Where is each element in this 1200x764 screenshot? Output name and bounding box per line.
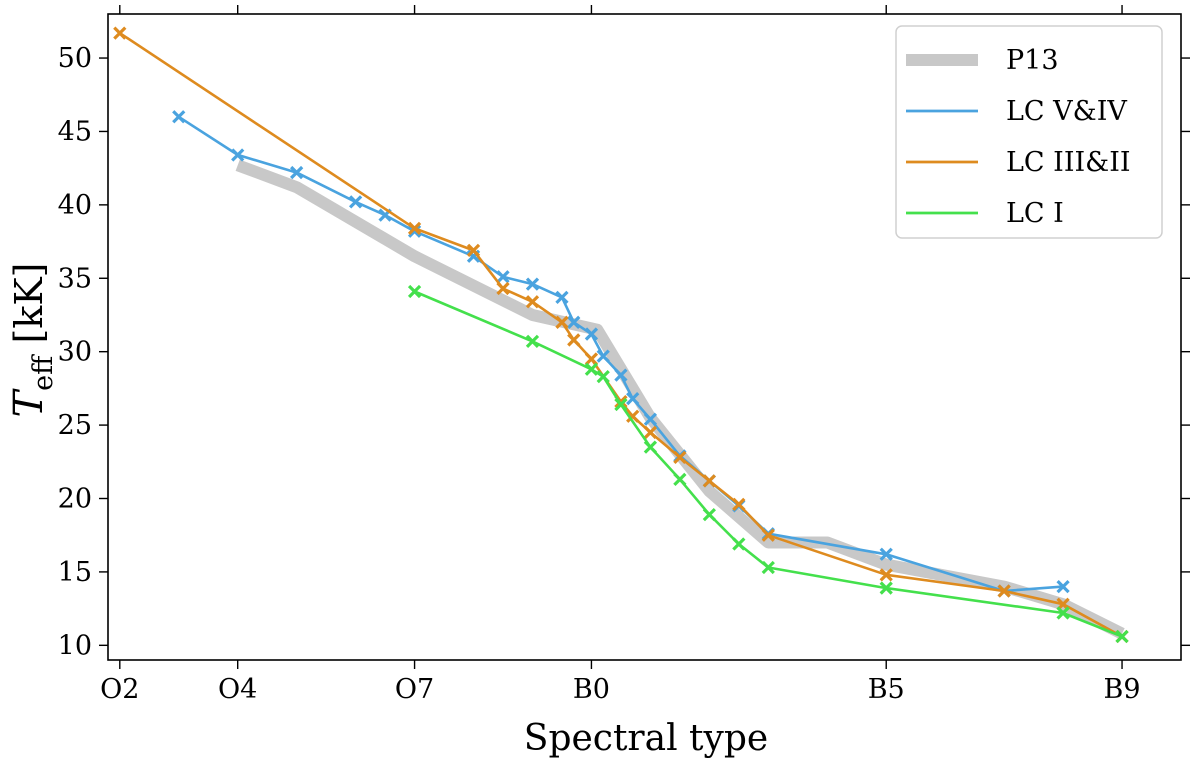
data-point-lc-v-iv xyxy=(596,349,610,363)
data-point-lc-i xyxy=(732,537,746,551)
data-point-lc-iii-ii xyxy=(643,425,658,440)
legend: P13 LC V&IV LC III&II LC I xyxy=(895,25,1163,239)
x-axis: O2 O4 O7 B0 B5 B9 xyxy=(100,5,1141,705)
data-point-lc-iii-ii xyxy=(732,497,746,512)
data-point-lc-i xyxy=(673,472,687,487)
data-point-lc-i xyxy=(614,397,628,412)
data-point-lc-v-iv xyxy=(879,547,893,561)
data-point-lc-i xyxy=(1056,606,1070,620)
data-point-lc-iii-ii xyxy=(567,333,581,347)
y-tick-label: 35 xyxy=(58,263,92,294)
data-point-lc-v-iv xyxy=(567,315,581,329)
data-point-lc-v-iv xyxy=(407,224,422,238)
data-point-lc-i xyxy=(761,560,775,575)
y-tick-label: 15 xyxy=(58,557,92,588)
data-point-lc-v-iv xyxy=(555,290,569,304)
data-point-lc-v-iv xyxy=(348,195,363,209)
y-tick-label: 40 xyxy=(58,190,92,221)
y-tick-label: 45 xyxy=(58,116,92,147)
data-point-lc-v-iv xyxy=(643,412,658,426)
data-point-lc-i xyxy=(702,508,716,522)
x-tick-label: B9 xyxy=(1104,674,1141,705)
data-point-lc-iii-ii xyxy=(555,315,569,329)
legend-label-lc-iii-ii: LC III&II xyxy=(1006,147,1131,178)
x-tick-label: O7 xyxy=(395,674,434,705)
data-point-lc-v-iv xyxy=(496,270,510,284)
data-point-lc-iii-ii xyxy=(496,281,510,296)
data-point-lc-iii-ii xyxy=(702,474,716,488)
data-point-lc-v-iv xyxy=(290,165,304,180)
data-point-lc-iii-ii xyxy=(997,584,1011,598)
legend-label-p13: P13 xyxy=(1006,45,1059,76)
data-point-lc-i xyxy=(643,440,658,454)
data-point-lc-iii-ii xyxy=(761,528,775,542)
y-tick-label: 10 xyxy=(58,630,92,661)
legend-label-lc-i: LC I xyxy=(1006,198,1064,229)
y-axis-title-sub: eff xyxy=(28,354,59,391)
data-point-lc-v-iv xyxy=(1056,579,1070,594)
data-point-lc-i xyxy=(879,581,893,595)
data-point-lc-iii-ii xyxy=(113,26,127,40)
data-point-lc-v-iv xyxy=(525,277,540,291)
data-point-lc-iii-ii xyxy=(673,450,687,465)
x-tick-label: O2 xyxy=(100,674,139,705)
data-point-lc-iii-ii xyxy=(626,409,640,423)
data-point-lc-iii-ii xyxy=(584,352,599,366)
legend-box xyxy=(895,25,1163,239)
y-axis-title: Teff [kK] xyxy=(6,262,59,417)
y-tick-label: 20 xyxy=(58,484,92,515)
series-line-p13 xyxy=(235,159,1125,639)
data-point-lc-i xyxy=(584,362,599,376)
data-point-lc-i xyxy=(596,370,610,384)
data-point-lc-v-iv xyxy=(584,327,599,341)
data-point-lc-iii-ii xyxy=(466,243,481,258)
data-point-lc-i xyxy=(1115,629,1129,644)
legend-label-lc-v-iv: LC V&IV xyxy=(1006,96,1127,127)
y-axis: 10 15 20 25 30 35 40 45 50 xyxy=(58,43,1190,661)
x-axis-title: Spectral type xyxy=(524,718,768,759)
x-tick-label: O4 xyxy=(218,674,257,705)
data-point-lc-v-iv xyxy=(231,148,245,162)
y-tick-label: 25 xyxy=(58,410,92,441)
band-layer xyxy=(235,159,1125,639)
data-point-lc-i xyxy=(407,284,422,299)
y-axis-title-unit: [kK] xyxy=(7,262,51,355)
y-axis-title-main: T xyxy=(6,388,52,418)
x-tick-label: B0 xyxy=(573,674,610,705)
data-point-lc-i xyxy=(525,334,540,349)
x-tick-label: B5 xyxy=(868,674,905,705)
data-point-lc-iii-ii xyxy=(525,295,540,309)
data-point-lc-iii-ii xyxy=(407,221,422,235)
y-tick-label: 30 xyxy=(58,337,92,368)
data-point-lc-v-iv xyxy=(172,110,186,124)
series-layer xyxy=(113,26,1129,644)
data-point-lc-v-iv xyxy=(614,368,628,382)
data-point-lc-v-iv xyxy=(626,392,640,406)
y-tick-label: 50 xyxy=(58,43,92,74)
plot-frame xyxy=(107,13,1182,661)
data-point-lc-iii-ii xyxy=(879,568,893,582)
